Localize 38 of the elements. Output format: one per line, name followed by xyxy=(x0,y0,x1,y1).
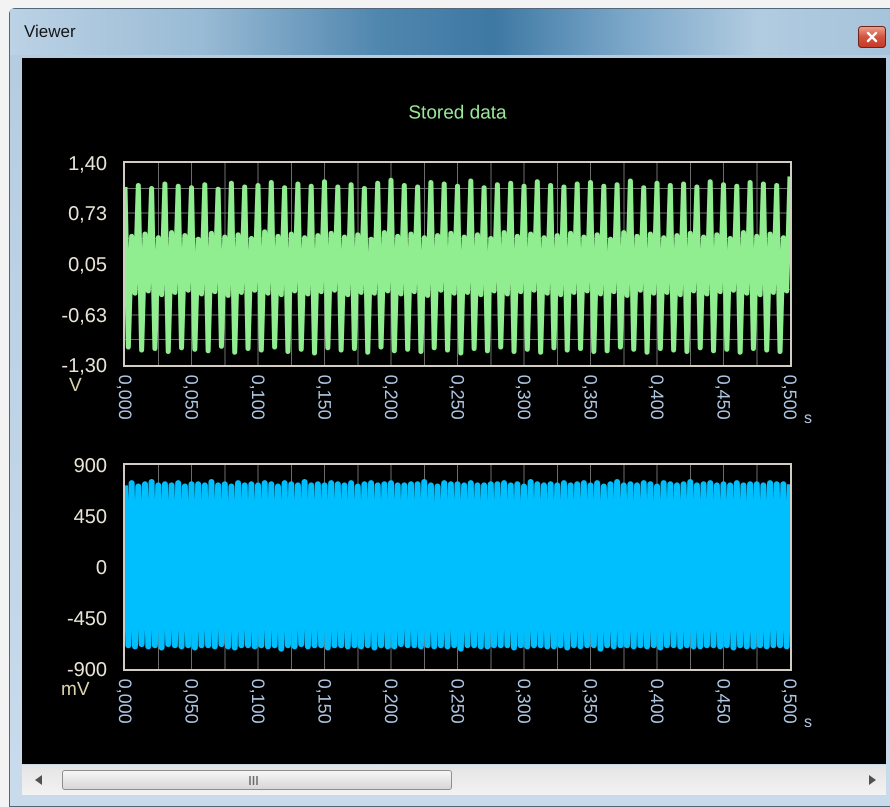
x-tick-label: 0,350 xyxy=(580,374,601,420)
x-tick-label: 0,500 xyxy=(780,678,800,724)
x-tick-label: 0,050 xyxy=(182,678,202,724)
x-tick-label: 0,000 xyxy=(115,678,136,724)
x-tick-label: 0,100 xyxy=(248,678,268,724)
y-tick-label: -1,30 xyxy=(61,355,107,377)
y-tick-label: 450 xyxy=(74,506,107,528)
y-tick-label: 0,05 xyxy=(68,254,107,276)
y-tick-label: 0,73 xyxy=(68,203,107,226)
y-tick-label: -900 xyxy=(66,659,107,681)
x-tick-label: 0,200 xyxy=(381,374,402,420)
x-axis-title: s xyxy=(804,714,812,731)
x-tick-label: 0,400 xyxy=(647,678,668,724)
x-tick-label: 0,300 xyxy=(514,678,534,724)
x-tick-label: 0,150 xyxy=(314,374,335,420)
x-tick-label: 0,300 xyxy=(514,374,534,420)
y-tick-label: 0 xyxy=(96,557,107,579)
x-tick-label: 0,500 xyxy=(780,374,800,420)
x-tick-label: 0,150 xyxy=(314,678,335,724)
x-tick-label: 0,250 xyxy=(448,374,468,420)
x-tick-label: 0,100 xyxy=(248,374,268,420)
y-tick-label: -450 xyxy=(66,608,107,630)
y-axis-title: V xyxy=(69,375,82,396)
y-axis-title: mV xyxy=(61,679,90,700)
x-tick-label: 0,450 xyxy=(714,678,734,724)
y-tick-label: -0,63 xyxy=(61,304,107,327)
x-tick-label: 0,400 xyxy=(647,374,668,420)
y-tick-label: 900 xyxy=(74,455,107,477)
x-axis-title: s xyxy=(804,410,812,427)
x-tick-label: 0,050 xyxy=(182,374,202,420)
x-tick-label: 0,250 xyxy=(448,678,468,724)
x-tick-label: 0,000 xyxy=(115,374,136,420)
x-tick-label: 0,350 xyxy=(580,678,601,724)
chart-title: Stored data xyxy=(408,102,508,124)
x-tick-label: 0,200 xyxy=(381,678,402,724)
x-tick-label: 0,450 xyxy=(714,374,734,420)
y-tick-label: 1,40 xyxy=(68,153,107,175)
text: Viewer xyxy=(24,22,76,42)
